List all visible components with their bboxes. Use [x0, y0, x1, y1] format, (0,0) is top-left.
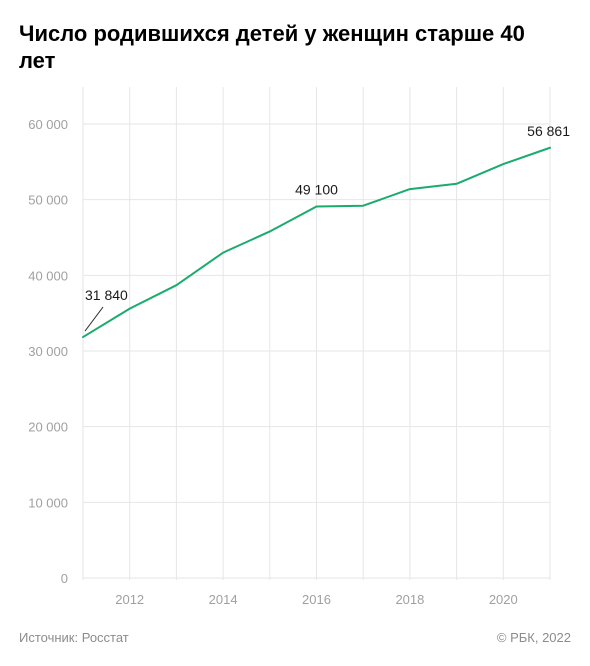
data-label: 31 840 [85, 287, 128, 303]
x-axis-tick-labels: 2012 2014 2016 2018 2020 [115, 592, 518, 607]
data-label: 56 861 [527, 123, 570, 139]
copyright-note: © РБК, 2022 [496, 630, 571, 645]
data-label: 49 100 [295, 181, 338, 197]
y-tick-label: 60 000 [28, 117, 68, 132]
x-tick-label: 2014 [209, 592, 238, 607]
horizontal-gridlines [83, 123, 550, 579]
y-tick-label: 10 000 [28, 495, 68, 510]
y-tick-label: 40 000 [28, 268, 68, 283]
vertical-gridlines [82, 87, 551, 580]
chart-title: Число родившихся детей у женщин старше 4… [19, 21, 525, 73]
annotation-layer: 31 840 49 100 56 861 [84, 123, 570, 332]
annotation-leader [84, 306, 104, 332]
source-note: Источник: Росстат [19, 630, 129, 645]
y-tick-label: 20 000 [28, 420, 68, 435]
x-tick-label: 2016 [302, 592, 331, 607]
x-tick-label: 2018 [395, 592, 424, 607]
series-layer [82, 146, 551, 339]
x-tick-label: 2012 [115, 592, 144, 607]
y-tick-label: 30 000 [28, 344, 68, 359]
y-axis-tick-labels: 0 10 000 20 000 30 000 40 000 50 000 60 000 [28, 117, 68, 586]
y-tick-label: 50 000 [28, 193, 68, 208]
y-tick-label: 0 [61, 571, 68, 586]
x-tick-label: 2020 [489, 592, 518, 607]
